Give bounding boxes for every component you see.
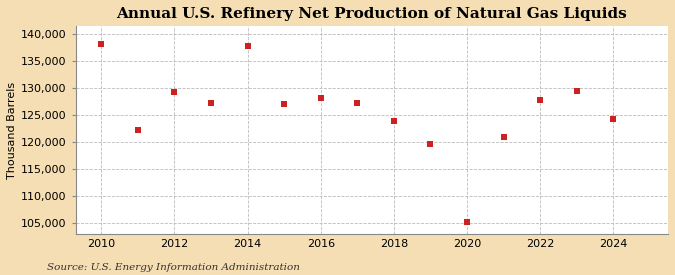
Point — [388, 119, 399, 123]
Y-axis label: Thousand Barrels: Thousand Barrels — [7, 82, 17, 179]
Title: Annual U.S. Refinery Net Production of Natural Gas Liquids: Annual U.S. Refinery Net Production of N… — [117, 7, 627, 21]
Point — [169, 90, 180, 94]
Point — [571, 89, 582, 93]
Point — [462, 220, 472, 224]
Point — [608, 117, 618, 121]
Point — [96, 42, 107, 46]
Point — [242, 44, 253, 48]
Point — [206, 101, 217, 105]
Point — [498, 135, 509, 139]
Point — [425, 142, 436, 146]
Text: Source: U.S. Energy Information Administration: Source: U.S. Energy Information Administ… — [47, 263, 300, 272]
Point — [279, 102, 290, 107]
Point — [132, 128, 143, 133]
Point — [535, 98, 545, 102]
Point — [315, 96, 326, 100]
Point — [352, 101, 362, 106]
